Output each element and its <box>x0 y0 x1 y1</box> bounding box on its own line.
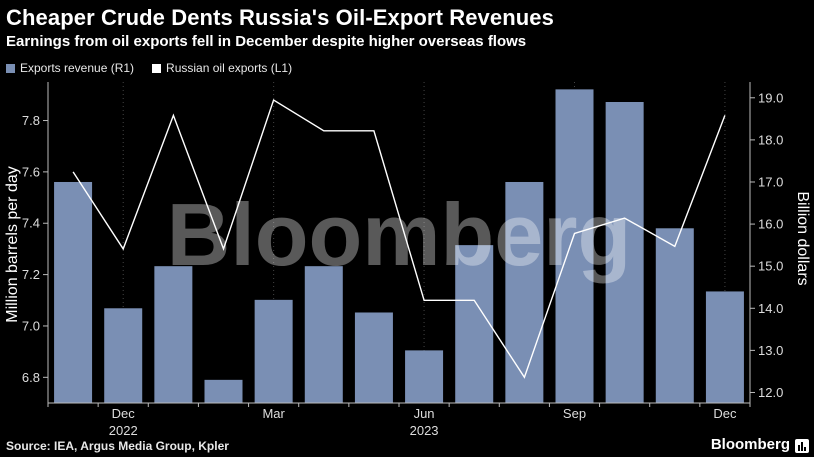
bar <box>204 379 243 403</box>
legend-item-exports: Russian oil exports (L1) <box>152 61 292 75</box>
chart-title: Cheaper Crude Dents Russia's Oil-Export … <box>6 5 554 30</box>
bar <box>154 266 193 403</box>
bar <box>254 299 293 403</box>
right-tick-label: 18.0 <box>758 132 783 147</box>
bar <box>555 89 594 403</box>
y-axis-title-left: Million barrels per day <box>4 166 21 323</box>
right-tick-label: 16.0 <box>758 217 783 232</box>
bar <box>705 291 744 403</box>
right-tick-label: 15.0 <box>758 259 783 274</box>
legend: Exports revenue (R1) Russian oil exports… <box>6 61 310 75</box>
right-tick-label: 14.0 <box>758 301 783 316</box>
bar <box>354 312 393 403</box>
source-note: Source: IEA, Argus Media Group, Kpler <box>6 439 229 453</box>
left-tick-label: 7.4 <box>22 216 40 231</box>
right-tick-label: 17.0 <box>758 174 783 189</box>
right-tick-label: 12.0 <box>758 385 783 400</box>
legend-label-exports: Russian oil exports (L1) <box>166 61 293 75</box>
left-tick-label: 7.0 <box>22 318 40 333</box>
right-tick-label: 19.0 <box>758 90 783 105</box>
brand-chart-icon <box>795 439 809 453</box>
x-year-label: 2023 <box>410 423 439 438</box>
watermark-text: Bloomberg <box>167 185 631 284</box>
x-tick-label: Sep <box>563 406 586 421</box>
left-tick-label: 7.8 <box>22 113 40 128</box>
legend-label-revenue: Exports revenue (R1) <box>20 61 135 75</box>
right-tick-label: 13.0 <box>758 343 783 358</box>
line-series-exports <box>72 98 726 379</box>
x-tick-label: Mar <box>262 406 285 421</box>
bar <box>104 308 143 403</box>
bar <box>605 101 644 404</box>
left-tick-label: 6.8 <box>22 370 40 385</box>
x-tick-label: Dec <box>713 406 737 421</box>
bar <box>304 266 343 403</box>
brand-logo: Bloomberg <box>710 436 790 453</box>
bar <box>655 228 694 403</box>
y-axis-title-right: Billion dollars <box>794 191 811 285</box>
legend-item-revenue: Exports revenue (R1) <box>6 61 134 75</box>
bar <box>405 350 444 403</box>
x-year-label: 2022 <box>109 423 138 438</box>
bar <box>505 181 544 403</box>
left-tick-label: 7.2 <box>22 267 40 282</box>
legend-swatch-revenue <box>6 63 15 73</box>
legend-swatch-exports <box>152 63 162 73</box>
left-tick-label: 7.6 <box>22 164 40 179</box>
bar <box>455 245 494 403</box>
chart-subtitle: Earnings from oil exports fell in Decemb… <box>6 33 527 50</box>
x-tick-label: Jun <box>414 406 435 421</box>
x-tick-label: Dec <box>112 406 136 421</box>
bar <box>54 181 93 403</box>
